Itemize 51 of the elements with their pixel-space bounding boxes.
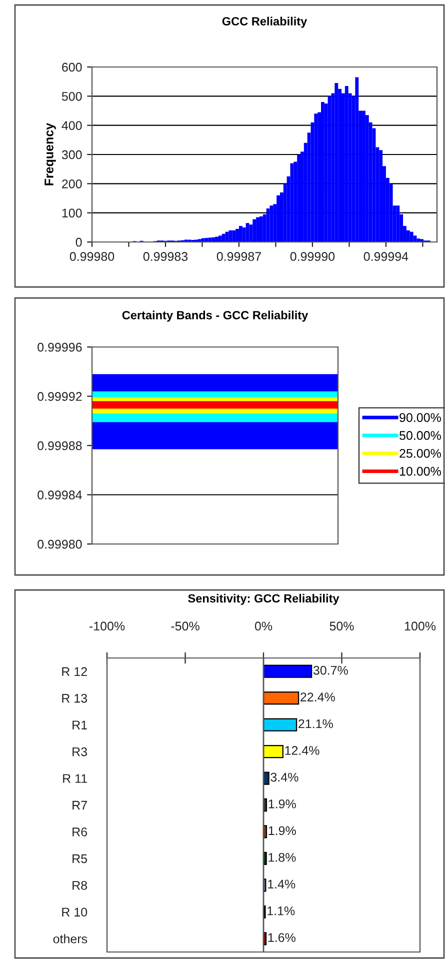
data-label: 12.4% xyxy=(285,746,320,755)
y-tick-label: R8 xyxy=(72,880,88,890)
y-tick-label: R3 xyxy=(72,747,88,756)
y-tick-label: 0.99984 xyxy=(38,490,82,500)
y-tick-label: R1 xyxy=(72,720,87,730)
data-label: 1.1% xyxy=(268,906,295,916)
legend-label: 10.00% xyxy=(400,466,441,476)
y-tick-label: R 11 xyxy=(63,774,87,783)
y-tick-label: R 10 xyxy=(62,908,88,917)
data-label: 3.4% xyxy=(270,772,298,782)
x-tick-label: 0.99987 xyxy=(216,252,261,261)
y-tick-label: R 13 xyxy=(62,694,88,703)
y-tick-label: 300 xyxy=(62,150,82,160)
data-label: 1.8% xyxy=(268,852,296,862)
data-label: 30.7% xyxy=(313,666,348,675)
x-tick-label: 0.99983 xyxy=(143,252,188,261)
y-tick-label: R6 xyxy=(72,828,88,836)
chart-title: Certainty Bands - GCC Reliability xyxy=(122,310,308,322)
y-tick-label: 100 xyxy=(62,208,82,218)
chart-title: GCC Reliability xyxy=(222,16,308,28)
y-tick-label: 0.99988 xyxy=(38,441,82,450)
legend-label: 25.00% xyxy=(400,448,441,458)
y-tick-label: 200 xyxy=(62,179,82,188)
legend-label: 50.00% xyxy=(400,431,441,440)
data-label: 1.6% xyxy=(268,933,296,942)
data-label: 21.1% xyxy=(298,719,333,728)
x-tick-label: -50% xyxy=(171,622,200,631)
chart-title: Sensitivity: GCC Reliability xyxy=(188,594,340,605)
x-tick-label: 0.99990 xyxy=(290,252,335,261)
y-tick-label: 0 xyxy=(76,238,82,247)
y-tick-label: 600 xyxy=(62,62,82,72)
y-tick-label: R5 xyxy=(72,854,88,864)
x-tick-label: 0.99994 xyxy=(364,252,408,261)
y-axis-title: Frequency xyxy=(44,122,56,186)
y-tick-label: others xyxy=(53,934,88,944)
y-tick-label: 500 xyxy=(62,92,82,101)
data-label: 1.9% xyxy=(268,826,296,836)
legend-label: 90.00% xyxy=(400,413,441,422)
x-tick-label: 100% xyxy=(404,622,436,631)
x-tick-label: 0% xyxy=(254,622,272,631)
x-tick-label: -100% xyxy=(89,622,125,631)
y-tick-label: R7 xyxy=(72,800,87,810)
y-tick-label: R 12 xyxy=(62,667,87,676)
data-label: 1.9% xyxy=(268,800,296,808)
y-tick-label: 0.99996 xyxy=(38,342,82,352)
data-label: 1.4% xyxy=(268,880,296,888)
y-tick-label: 0.99992 xyxy=(38,392,82,401)
y-tick-label: 0.99980 xyxy=(38,540,82,549)
y-tick-label: 400 xyxy=(62,121,82,130)
x-tick-label: 50% xyxy=(330,622,354,631)
data-label: 22.4% xyxy=(300,692,335,702)
